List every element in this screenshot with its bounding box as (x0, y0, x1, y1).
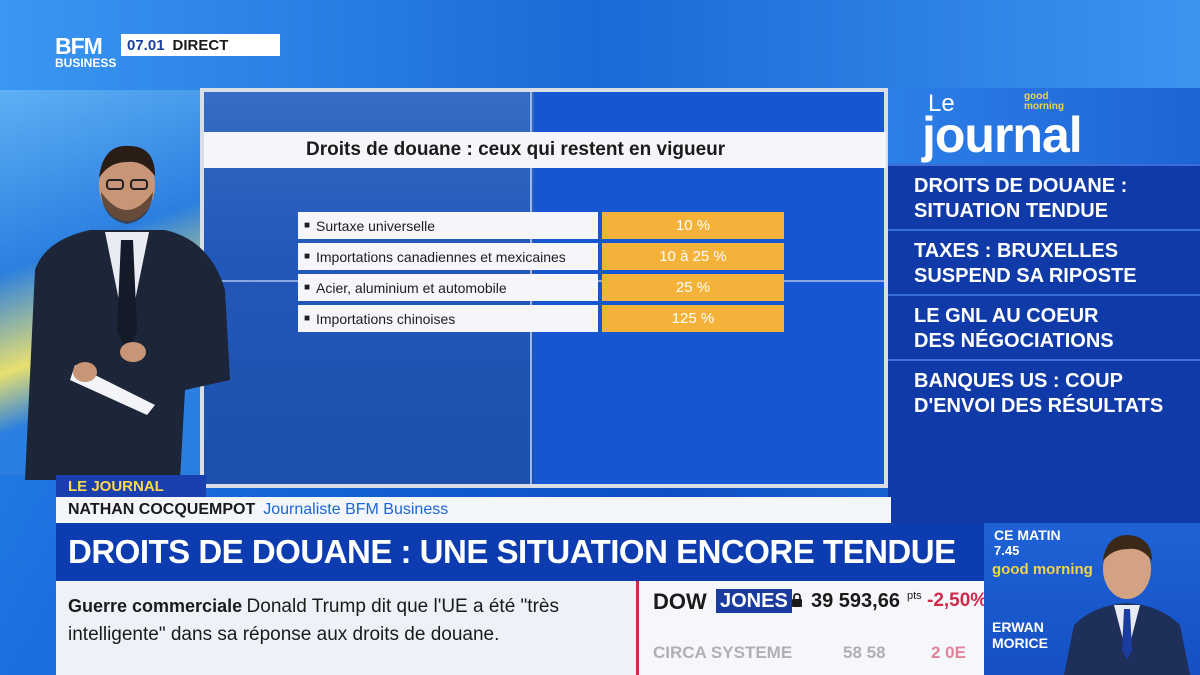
journal-item-line: DES NÉGOCIATIONS (914, 330, 1114, 352)
row-value: 10 à 25 % (602, 243, 784, 270)
row-value: 10 % (602, 212, 784, 239)
promo-time: 7.45 (994, 543, 1020, 558)
index-name-badge: JONES (716, 589, 792, 613)
table-row: ■ Surtaxe universelle 10 % (298, 212, 784, 239)
live-label: DIRECT (172, 36, 229, 54)
guest-first-name: ERWAN (992, 619, 1044, 635)
studio-screen: Droits de douane : ceux qui restent en v… (200, 88, 888, 488)
row-label: Importations chinoises (316, 310, 456, 327)
journalist-name: NATHAN COCQUEMPOT (68, 501, 256, 518)
channel-logo: BFM BUSINESS (55, 33, 117, 75)
journal-item-line: TAXES : BRUXELLES (914, 240, 1119, 262)
index-name: DOW (653, 589, 707, 614)
ticker-topic: Guerre commerciale (68, 596, 243, 616)
table-title: Droits de douane : ceux qui restent en v… (204, 132, 886, 168)
bullet-icon: ■ (303, 251, 311, 262)
row-value: 25 % (602, 274, 784, 301)
journal-panel: Le journal good morning DROITS DE DOUANE… (888, 88, 1200, 523)
index-name: CIRCA SYSTEME (653, 643, 793, 662)
table-row: ■ Importations chinoises 125 % (298, 305, 784, 332)
presenter-figure (25, 145, 230, 480)
live-tag: 07.01 DIRECT (121, 34, 280, 56)
index-value: 58 58 (843, 643, 886, 662)
show-promo: CE MATIN 7.45 good morning ERWAN MORICE (984, 523, 1200, 675)
index-change: -2,50% (927, 590, 988, 611)
lock-icon (792, 593, 802, 607)
journal-title: journal (922, 107, 1083, 163)
bullet-icon: ■ (303, 313, 311, 324)
index-value: 39 593,66 (811, 590, 900, 612)
index-change: 2 0E (931, 643, 966, 662)
journalist-role: Journaliste BFM Business (263, 501, 449, 518)
journal-item-line: SUSPEND SA RIPOSTE (914, 265, 1137, 287)
promo-show-logo: good morning (992, 561, 1093, 578)
bullet-icon: ■ (303, 282, 311, 293)
journalist-caption: NATHAN COCQUEMPOT Journaliste BFM Busine… (56, 497, 891, 523)
segment-tag-label: LE JOURNAL (68, 477, 164, 495)
market-ticker: DOW JONES 39 593,66 pts -2,50% CIRCA SYS… (636, 581, 988, 675)
headline-bar: DROITS DE DOUANE : UNE SITUATION ENCORE … (56, 523, 984, 581)
good-morning-badge: good morning (1024, 91, 1064, 112)
journal-item: BANQUES US : COUP D'ENVOI DES RÉSULTATS (888, 359, 1200, 424)
journal-item-line: DROITS DE DOUANE : (914, 175, 1128, 197)
row-label-cell: ■ Surtaxe universelle (298, 212, 598, 239)
journal-header: Le journal good morning (888, 88, 1200, 164)
table-row: ■ Acier, aluminium et automobile 25 % (298, 274, 784, 301)
segment-tag: LE JOURNAL (56, 475, 206, 497)
guest-last-name: MORICE (992, 635, 1048, 651)
row-label-cell: ■ Acier, aluminium et automobile (298, 274, 598, 301)
row-label-cell: ■ Importations chinoises (298, 305, 598, 332)
logo-text: BFM (55, 33, 103, 59)
row-label: Surtaxe universelle (316, 217, 436, 234)
clock: 07.01 (127, 36, 165, 54)
journal-item-line: D'ENVOI DES RÉSULTATS (914, 395, 1164, 417)
ticker-text: Donald Trump dit que l'UE a été "très in… (68, 596, 559, 645)
journal-item-line: SITUATION TENDUE (914, 200, 1109, 222)
row-label: Acier, aluminium et automobile (316, 279, 507, 296)
news-ticker: Guerre commerciale Donald Trump dit que … (56, 581, 636, 675)
journal-title-le: Le (928, 90, 955, 117)
headline: DROITS DE DOUANE : UNE SITUATION ENCORE … (68, 533, 956, 570)
row-label: Importations canadiennes et mexicaines (316, 248, 566, 265)
bullet-icon: ■ (303, 220, 311, 231)
table-row: ■ Importations canadiennes et mexicaines … (298, 243, 784, 270)
guest-photo (1064, 535, 1190, 675)
index-unit: pts (907, 590, 922, 602)
journal-item-line: LE GNL AU COEUR (914, 305, 1099, 327)
row-label-cell: ■ Importations canadiennes et mexicaines (298, 243, 598, 270)
logo-subtext: BUSINESS (55, 56, 117, 70)
journal-item: LE GNL AU COEUR DES NÉGOCIATIONS (888, 294, 1200, 359)
journal-item-line: BANQUES US : COUP (914, 370, 1123, 392)
promo-label: CE MATIN (994, 527, 1061, 543)
journal-item: TAXES : BRUXELLES SUSPEND SA RIPOSTE (888, 229, 1200, 294)
row-value: 125 % (602, 305, 784, 332)
journal-item: DROITS DE DOUANE : SITUATION TENDUE (888, 164, 1200, 229)
